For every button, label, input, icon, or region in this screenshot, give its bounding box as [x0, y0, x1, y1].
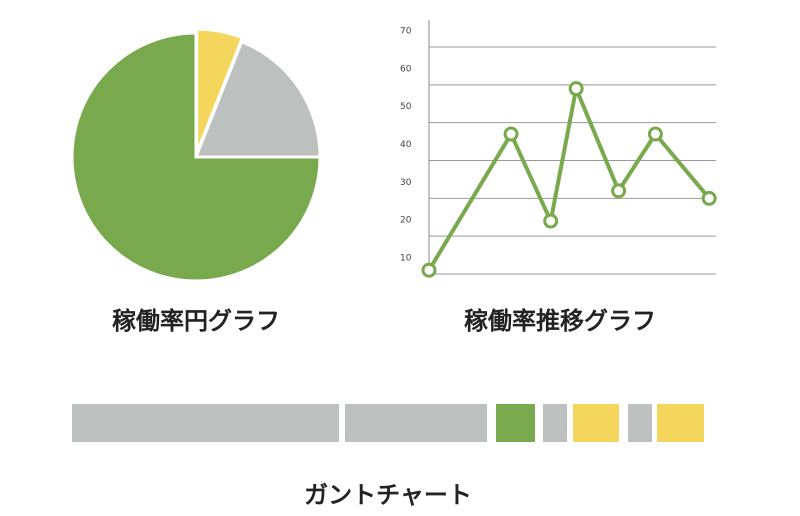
line-series: [427, 86, 711, 272]
line-title: 稼働率推移グラフ: [464, 307, 656, 335]
line-marker: [543, 213, 559, 229]
gantt-bar: [543, 404, 567, 442]
gantt-bar: [573, 404, 619, 442]
line-marker: [701, 190, 717, 206]
gantt-bar: [628, 404, 652, 442]
y-tick-label: 30: [400, 178, 412, 188]
y-tick-label: 70: [400, 27, 412, 37]
pie-slice: [195, 27, 245, 154]
pie-slice: [70, 31, 322, 283]
line-marker: [421, 262, 437, 278]
gantt-bar: [345, 404, 487, 442]
line-marker: [611, 183, 627, 199]
y-tick-label: 10: [400, 254, 412, 264]
pie-title: 稼働率円グラフ: [112, 307, 280, 335]
y-tick-label: 20: [400, 216, 412, 226]
line-marker: [568, 81, 584, 97]
y-tick-label: 40: [400, 140, 412, 150]
line-marker: [647, 126, 663, 142]
gantt-title: ガントチャート: [304, 481, 472, 509]
gantt-bar: [657, 404, 704, 442]
gantt-bar: [72, 404, 339, 442]
gantt-bar: [496, 404, 535, 442]
pie-slice: [193, 39, 322, 159]
y-tick-label: 60: [400, 64, 412, 74]
y-tick-label: 50: [400, 102, 412, 112]
line-marker: [503, 126, 519, 142]
